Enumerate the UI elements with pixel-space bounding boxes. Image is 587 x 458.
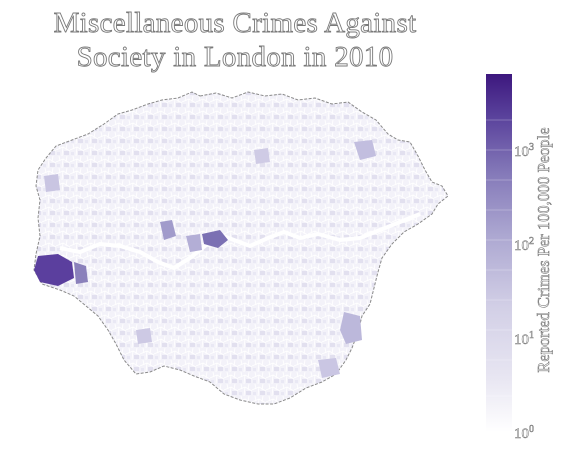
ward-central-3 bbox=[186, 234, 202, 252]
shaded-wards bbox=[34, 140, 376, 378]
ward-west bbox=[44, 174, 60, 192]
ward-central-2 bbox=[160, 220, 176, 240]
colorbar-tick-1e2: 102 bbox=[514, 236, 535, 255]
title-line-2: Society in London in 2010 bbox=[76, 41, 394, 74]
colorbar-label: Reported Crimes Per 100,000 People bbox=[534, 127, 554, 373]
ward-sw bbox=[136, 328, 152, 344]
london-boundary bbox=[33, 91, 449, 405]
ward-heathrow bbox=[34, 254, 74, 286]
colorbar-tick-1e1: 101 bbox=[514, 330, 535, 349]
ward-north bbox=[254, 148, 270, 164]
map-title: Miscellaneous Crimes Against Society in … bbox=[0, 6, 470, 74]
ward-heathrow-adjacent bbox=[74, 262, 88, 284]
colorbar-tick-1e0: 100 bbox=[514, 424, 535, 443]
ward-east-1 bbox=[354, 140, 376, 160]
colorbar bbox=[486, 74, 512, 432]
ward-central bbox=[202, 230, 228, 248]
ward-south bbox=[318, 358, 340, 378]
ward-east-2 bbox=[340, 312, 362, 344]
colorbar-tick-1e3: 103 bbox=[514, 142, 535, 161]
title-line-1: Miscellaneous Crimes Against bbox=[53, 7, 417, 40]
river-thames bbox=[59, 212, 421, 271]
